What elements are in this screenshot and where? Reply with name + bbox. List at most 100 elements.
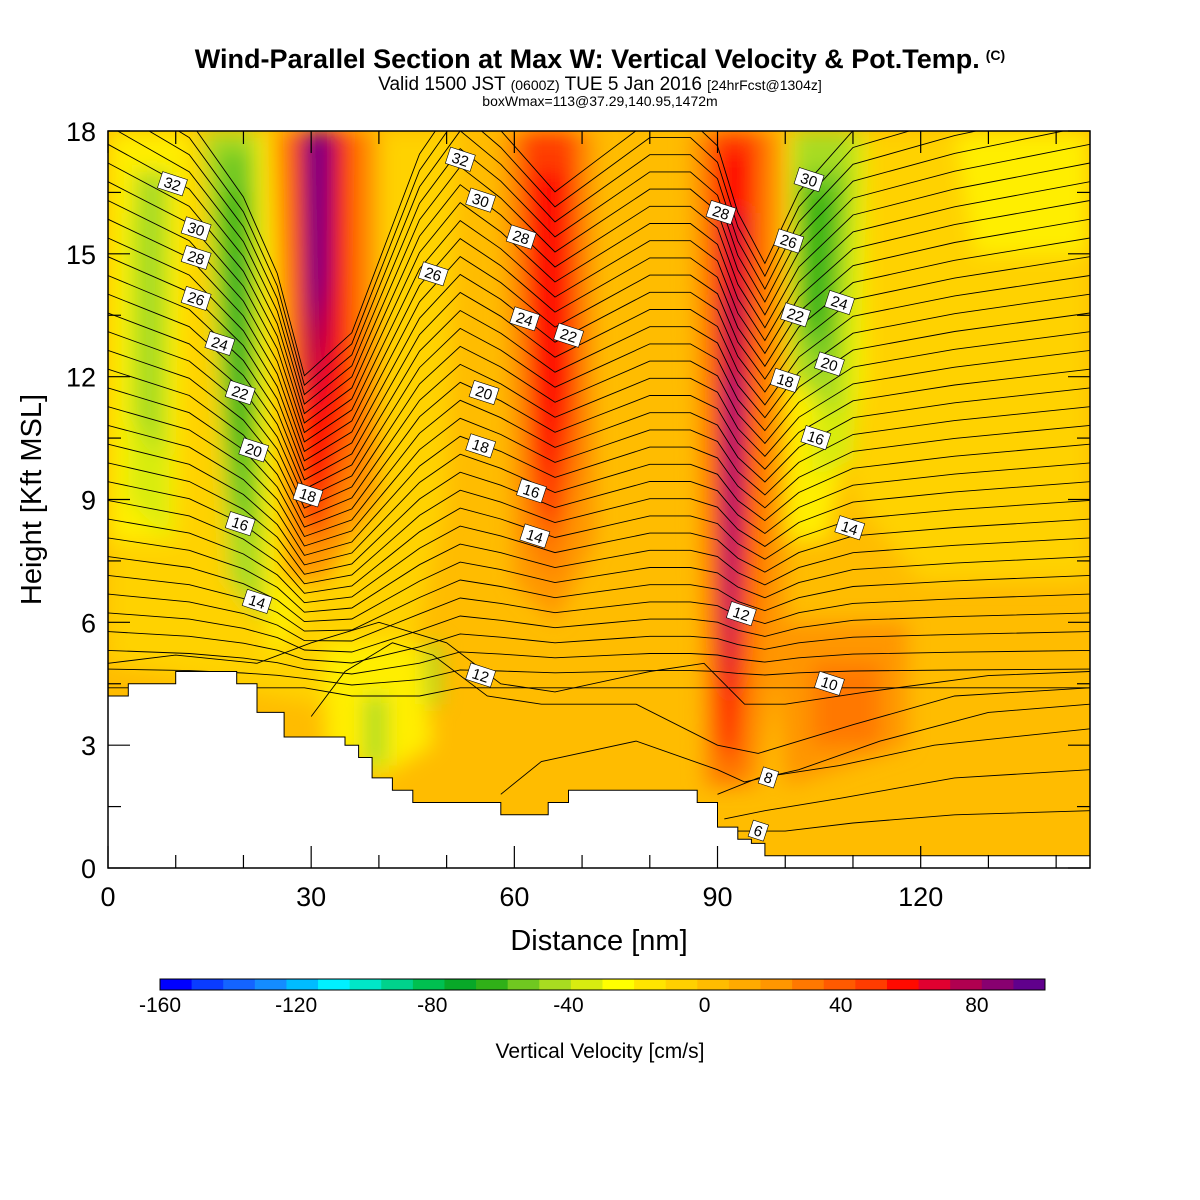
contour-label-text: 16 xyxy=(521,481,542,502)
contour-label-text: 24 xyxy=(209,334,230,355)
contour-label-text: 22 xyxy=(229,383,250,404)
colorbar-tick-label: -160 xyxy=(139,994,181,1017)
x-tick-label: 120 xyxy=(898,882,943,912)
colorbar-swatch xyxy=(286,979,319,990)
isentrope xyxy=(108,349,1090,519)
contour-label-text: 30 xyxy=(185,219,206,240)
colorbar-swatch xyxy=(855,979,888,990)
isentrope xyxy=(116,131,1066,405)
y-tick-label: 6 xyxy=(81,608,96,638)
colorbar-swatch xyxy=(602,979,635,990)
contour-label-box xyxy=(180,216,212,242)
contour-label: 18 xyxy=(292,482,324,508)
colorbar-tick-label: 80 xyxy=(965,994,988,1017)
velocity-region-39 xyxy=(727,376,740,664)
isentrope-low xyxy=(724,769,1090,820)
y-tick-label: 9 xyxy=(81,486,96,516)
colorbar-frame xyxy=(159,978,1046,991)
terrain xyxy=(107,671,1091,869)
contour-label-box xyxy=(705,199,737,225)
isentrope-low xyxy=(500,703,1090,795)
contour-label-text: 24 xyxy=(514,309,535,330)
y-tick-label: 18 xyxy=(66,117,96,147)
y-tick-label: 15 xyxy=(66,240,96,270)
colorbar-swatch xyxy=(444,979,477,990)
colorbar-tick-label: -120 xyxy=(275,994,317,1017)
contour-label-text: 12 xyxy=(730,604,751,625)
colorbar-swatch xyxy=(570,979,603,990)
colorbar-swatch xyxy=(476,979,509,990)
colorbar-swatch xyxy=(160,979,193,990)
contour-label-box xyxy=(769,367,801,393)
contour-label-box xyxy=(238,437,270,463)
colorbar-swatch xyxy=(223,979,256,990)
colorbar-tick-label: 0 xyxy=(699,994,711,1017)
contour-label: 28 xyxy=(705,199,737,225)
contour-label: 30 xyxy=(465,187,497,213)
contour-label: 20 xyxy=(468,380,500,406)
isentrope-low xyxy=(310,642,1090,754)
isentrope xyxy=(108,424,1090,556)
isentrope xyxy=(108,162,1090,424)
contour-label-box xyxy=(553,322,585,348)
contour-label-text: 30 xyxy=(798,170,819,191)
contour-label-box xyxy=(773,228,805,254)
isentrope xyxy=(108,499,1090,594)
x-tick-label: 90 xyxy=(702,882,732,912)
y-axis-label: Height [Kft MSL] xyxy=(16,394,48,605)
contour-labels: 3230282624222016141832302826242220181614… xyxy=(157,146,866,842)
x-tick-label: 0 xyxy=(100,882,115,912)
velocity-shading xyxy=(108,131,1090,787)
isentrope xyxy=(108,631,1090,664)
colorbar-swatch xyxy=(349,979,382,990)
contour-label-text: 20 xyxy=(243,440,264,461)
contour-label: 14 xyxy=(519,523,551,549)
isentrope xyxy=(108,537,1090,613)
isentrope xyxy=(108,481,1090,585)
contour-label: 16 xyxy=(224,511,256,537)
contour-label-text: 22 xyxy=(558,326,579,347)
contour-label: 30 xyxy=(793,167,825,193)
isentrope xyxy=(108,256,1090,471)
contour-label: 26 xyxy=(773,228,805,254)
contour-label-text: 14 xyxy=(246,592,267,613)
velocity-region-18 xyxy=(805,192,833,336)
contour-label-box xyxy=(241,588,273,614)
colorbar-label: Vertical Velocity [cm/s] xyxy=(496,1040,705,1063)
contour-label-box xyxy=(793,167,825,193)
contour-label-box xyxy=(834,515,866,541)
contour-label: 20 xyxy=(238,437,270,463)
contour-label-box xyxy=(224,511,256,537)
velocity-region-19 xyxy=(229,253,247,418)
chart-subtitle: Valid 1500 JST (0600Z) TUE 5 Jan 2016 [2… xyxy=(378,74,822,95)
contour-label-box xyxy=(465,433,497,459)
colorbar-swatch xyxy=(981,979,1014,990)
contour-label-text: 30 xyxy=(470,190,491,211)
contour-label-box xyxy=(417,261,449,287)
contour-label: 24 xyxy=(204,330,236,356)
isentrope xyxy=(108,443,1090,566)
contour-label-text: 28 xyxy=(185,248,206,269)
y-tick-label: 3 xyxy=(81,731,96,761)
contour-label: 22 xyxy=(224,380,256,406)
x-axis xyxy=(107,131,1057,868)
contour-label: 12 xyxy=(465,662,497,688)
isentrope xyxy=(108,368,1090,528)
contour-label-text: 12 xyxy=(470,665,491,686)
contour-label: 18 xyxy=(465,433,497,459)
y-tick-label: 12 xyxy=(66,363,96,393)
contour-label-box xyxy=(519,523,551,549)
contour-label: 18 xyxy=(769,367,801,393)
contour-label: 16 xyxy=(800,425,832,451)
contour-label-box xyxy=(509,306,541,332)
contour-label-box xyxy=(814,670,845,696)
isentrope xyxy=(108,406,1090,547)
contour-label-text: 14 xyxy=(524,526,545,547)
contour-label-box xyxy=(465,662,497,688)
isentrope xyxy=(108,218,1090,453)
contour-label: 24 xyxy=(824,290,855,316)
contour-label-text: 32 xyxy=(449,150,470,171)
contour-label: 6 xyxy=(747,819,769,842)
contour-label-box xyxy=(824,290,855,316)
